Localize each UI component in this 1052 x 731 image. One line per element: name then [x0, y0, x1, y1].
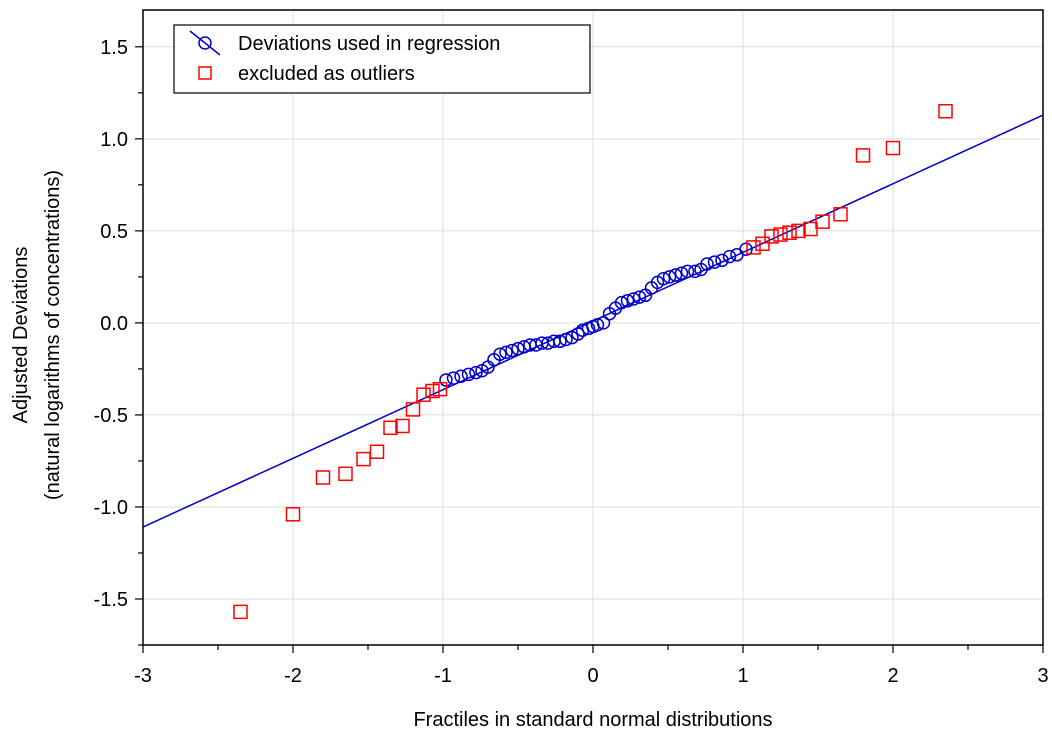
regression-point	[461, 367, 476, 382]
legend-label-regression: Deviations used in regression	[238, 33, 500, 55]
regression-point	[707, 255, 722, 269]
outlier-point	[938, 103, 953, 119]
legend-line-icon	[189, 30, 221, 56]
y-tick-label: -1.0	[94, 497, 128, 519]
regression-point	[674, 266, 689, 280]
x-tick-label: -1	[434, 665, 452, 687]
x-tick-label: 3	[1037, 665, 1048, 687]
outlier-point	[773, 227, 788, 242]
regression-points	[439, 242, 753, 387]
regression-point	[739, 242, 753, 257]
regression-point	[493, 347, 507, 361]
legend-square-icon	[198, 66, 212, 80]
outlier-point	[416, 387, 431, 402]
regression-point	[680, 264, 695, 279]
y-axis-title-line-1: Adjusted Deviations	[10, 247, 32, 424]
outlier-point	[791, 223, 806, 239]
x-axis-title: Fractiles in standard normal distributio…	[413, 709, 772, 731]
regression-point	[454, 369, 468, 384]
regression-point	[662, 270, 677, 284]
regression-point	[632, 290, 647, 304]
y-tick-label: 0.5	[100, 221, 128, 243]
outlier-point	[233, 604, 248, 620]
regression-point	[590, 317, 605, 332]
outlier-point	[815, 214, 830, 229]
outlier-point	[383, 420, 398, 436]
legend: Deviations used in regression excluded a…	[173, 24, 591, 94]
x-tick-label: -3	[134, 665, 152, 687]
regression-point	[553, 334, 567, 349]
y-tick-labels: -1.5 -1.0 -0.5 0.0 0.5 1.0 1.5	[94, 37, 128, 611]
outlier-point	[356, 451, 371, 467]
outlier-point	[338, 466, 353, 482]
outlier-point	[369, 444, 385, 459]
outlier-point	[782, 225, 797, 240]
regression-point	[722, 249, 737, 264]
regression-point	[469, 365, 483, 380]
outlier-point	[833, 207, 848, 222]
regression-point	[626, 292, 641, 306]
regression-point	[668, 268, 683, 282]
outlier-point	[764, 229, 779, 244]
regression-point	[715, 253, 729, 268]
legend-label-outliers: excluded as outliers	[238, 63, 415, 85]
regression-point	[614, 295, 629, 310]
outlier-point	[285, 507, 301, 522]
outlier-point	[755, 236, 770, 252]
regression-point	[499, 345, 513, 360]
regression-point	[620, 294, 635, 308]
y-tick-label: 1.0	[100, 129, 128, 151]
outlier-point	[803, 221, 818, 237]
y-tick-label: -1.5	[94, 589, 128, 611]
x-tick-label: -2	[284, 665, 302, 687]
regression-point	[656, 271, 671, 286]
y-tick-label: 1.5	[100, 37, 128, 59]
regression-point	[511, 341, 525, 356]
regression-point	[559, 332, 573, 347]
y-tick-label: -0.5	[94, 405, 128, 427]
regression-point	[505, 343, 519, 358]
outlier-point	[395, 418, 410, 434]
axis-ticks	[135, 46, 1044, 653]
regression-point	[446, 371, 461, 385]
legend-circle-icon	[198, 36, 212, 50]
outlier-point	[746, 240, 761, 255]
outlier-point	[432, 381, 448, 397]
outlier-point	[425, 383, 440, 399]
x-tick-label: 1	[737, 665, 748, 687]
y-axis-title: Adjusted Deviations (natural logarithms …	[10, 170, 64, 500]
regression-point	[596, 316, 611, 330]
x-tick-labels: -3 -2 -1 0 1 2 3	[134, 665, 1048, 687]
x-tick-label: 0	[587, 665, 598, 687]
outlier-point	[855, 148, 871, 163]
regression-point	[700, 257, 714, 271]
y-tick-label: 0.0	[100, 313, 128, 335]
y-axis-title-line-2: (natural logarithms of concentrations)	[42, 170, 64, 500]
legend-box	[173, 24, 591, 94]
x-tick-label: 2	[887, 665, 898, 687]
outlier-point	[315, 470, 331, 485]
outlier-point	[885, 140, 901, 156]
outlier-points	[233, 103, 953, 620]
regression-point	[688, 264, 702, 279]
regression-point	[571, 327, 585, 341]
outlier-point	[405, 402, 421, 417]
